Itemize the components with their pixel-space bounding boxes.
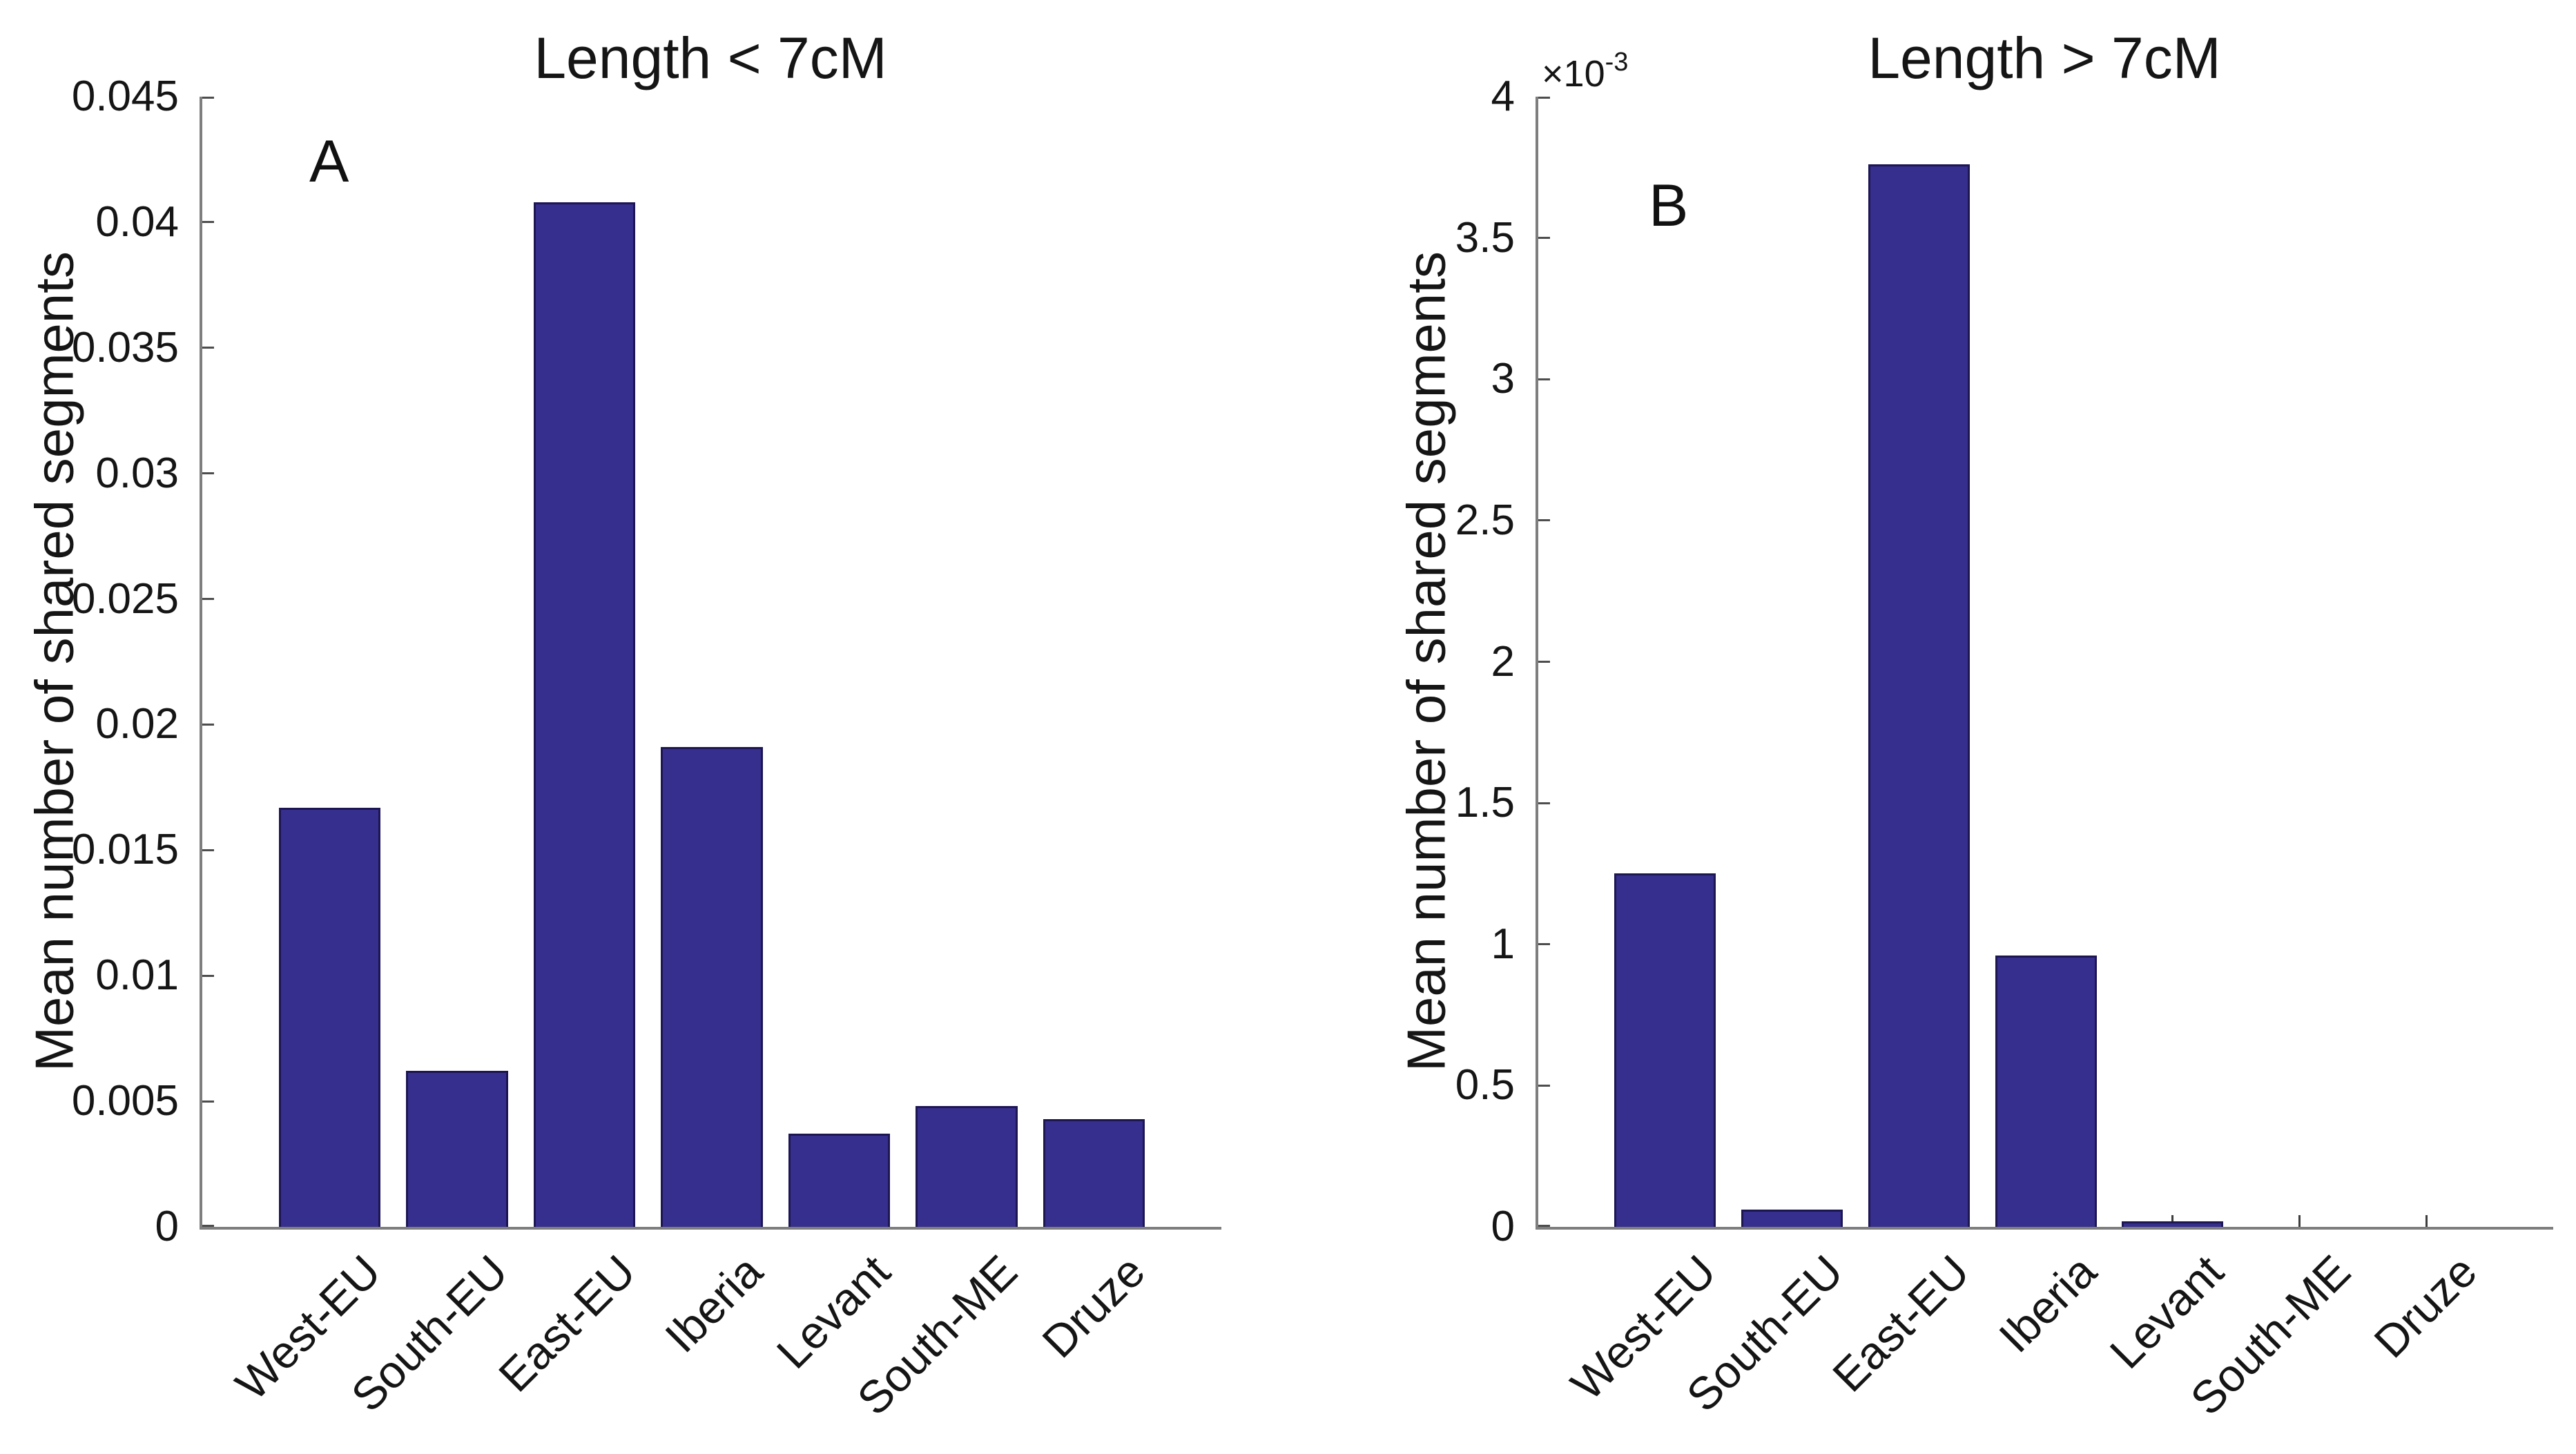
plot-area: A 0 0.005 0.01 0.015 0.02 0.025 0.03 0.035 0.04 0… (72, 72, 1221, 1425)
plot-area: B 0 0.5 1 1.5 2 2.5 3 3.5 4 West-EU South-EU East-E… (1455, 72, 2553, 1425)
y-axis-tick (1538, 661, 1550, 663)
y-axis-tick-label: 0 (1491, 1203, 1515, 1250)
y-axis-label: Mean number of shared segments (23, 251, 85, 1072)
y-axis-tick (202, 1225, 214, 1227)
y-axis-tick (1538, 1084, 1550, 1087)
y-axis-tick-label: 0.02 (95, 700, 179, 748)
bar-levant (788, 1134, 891, 1227)
y-axis-tick-label: 0 (155, 1203, 179, 1250)
y-axis-tick (1538, 943, 1550, 946)
y-axis-tick (202, 849, 214, 851)
x-axis-tick (2298, 1215, 2301, 1227)
y-axis-tick-label: 2.5 (1455, 496, 1515, 544)
y-axis-tick (202, 472, 214, 475)
y-axis-tick-label: 3 (1491, 355, 1515, 403)
chart-title: Length > 7cM (1868, 26, 2221, 90)
bar-east-eu (1868, 164, 1970, 1227)
y-axis-tick (1538, 802, 1550, 804)
y-axis-tick (1538, 519, 1550, 522)
y-axis-tick-label: 3.5 (1455, 213, 1515, 262)
y-axis-tick-label: 0.035 (71, 323, 179, 371)
y-axis-tick (202, 598, 214, 601)
y-axis-tick (202, 97, 214, 99)
y-axis-tick-label: 0.005 (71, 1077, 179, 1125)
y-axis-tick-label: 1.5 (1455, 779, 1515, 827)
exponent-power: -3 (1605, 48, 1629, 77)
panel-letter: B (1649, 173, 1689, 239)
y-axis-tick-label: 0.025 (71, 574, 179, 623)
y-axis-tick-label: 0.03 (95, 449, 179, 497)
exponent-base: ×10 (1542, 53, 1605, 95)
y-axis-tick-label: 0.01 (95, 951, 179, 1000)
y-axis-tick (1538, 1225, 1550, 1227)
bar-levant (2122, 1221, 2224, 1227)
bar-west-eu (1614, 873, 1716, 1227)
bar-iberia (661, 747, 763, 1227)
y-axis-tick (202, 1100, 214, 1103)
y-axis-exponent-label: ×10-3 (1542, 44, 1628, 95)
y-axis-tick (1538, 378, 1550, 380)
y-axis-tick (202, 974, 214, 977)
panel-b: Length > 7cM ×10-3 Mean number of shared… (1288, 0, 2576, 1454)
bar-iberia (1995, 956, 2097, 1227)
bar-druze (1043, 1118, 1145, 1227)
y-axis-tick-label: 4 (1491, 72, 1515, 120)
x-axis-tick (2171, 1215, 2174, 1227)
panel-a: Length < 7cM Mean number of shared segme… (23, 26, 1221, 1425)
y-axis-tick-label: 0.04 (95, 197, 179, 246)
bar-east-eu (533, 202, 636, 1227)
y-axis-tick-label: 1 (1491, 920, 1515, 968)
bar-south-eu (1741, 1210, 1843, 1227)
bar-west-eu (278, 807, 381, 1227)
y-axis-tick (202, 221, 214, 224)
y-axis-tick (202, 347, 214, 349)
y-axis-tick (1538, 97, 1550, 99)
y-axis-tick-label: 2 (1491, 637, 1515, 686)
panel-letter: A (309, 128, 349, 195)
y-axis-tick-label: 0.5 (1455, 1061, 1515, 1109)
chart-title: Length < 7cM (534, 26, 887, 90)
x-axis-tick (2425, 1215, 2428, 1227)
y-axis-tick-label: 0.045 (71, 72, 179, 120)
y-axis-tick-label: 0.015 (71, 826, 179, 874)
y-axis-tick (1538, 237, 1550, 240)
y-axis-tick (202, 723, 214, 726)
bar-south-eu (406, 1071, 508, 1227)
bar-south-me (916, 1106, 1018, 1227)
